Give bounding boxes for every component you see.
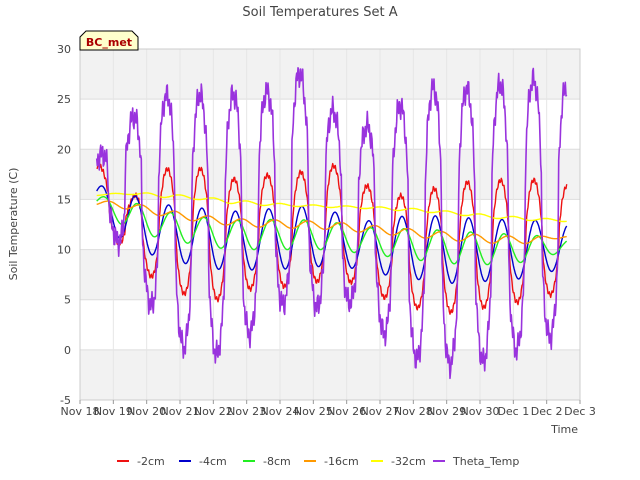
x-tick-label: Nov 21 [161, 405, 200, 418]
y-tick-label: 20 [57, 143, 71, 156]
x-tick-label: Nov 22 [194, 405, 233, 418]
x-tick-label: Dec 2 [531, 405, 563, 418]
x-tick-label: Nov 18 [61, 405, 100, 418]
legend-label: Theta_Temp [452, 455, 519, 468]
y-axis-ticks: -5 0 5 10 15 20 25 30 [57, 43, 71, 407]
x-tick-label: Nov 25 [294, 405, 333, 418]
y-tick-label: 0 [64, 344, 71, 357]
legend-label: -16cm [324, 455, 359, 468]
legend-label: -2cm [137, 455, 165, 468]
badge-label: BC_met [86, 36, 132, 49]
series-line-thetatemp [95, 67, 568, 380]
legend-label: -32cm [391, 455, 426, 468]
legend-label: -4cm [199, 455, 227, 468]
x-tick-label: Dec 3 [564, 405, 596, 418]
background-band [80, 249, 580, 300]
x-tick-label: Nov 27 [361, 405, 400, 418]
plot-background-bands [80, 49, 580, 400]
station-badge: BC_met [79, 30, 139, 51]
badge-shape [79, 30, 139, 51]
x-tick-label: Nov 29 [427, 405, 466, 418]
x-tick-label: Nov 23 [227, 405, 266, 418]
chart-title: Soil Temperatures Set A [242, 5, 397, 20]
y-tick-label: 15 [57, 193, 71, 206]
x-tick-label: Nov 20 [127, 405, 166, 418]
x-tick-label: Nov 30 [461, 405, 500, 418]
y-tick-label: 10 [57, 244, 71, 257]
y-tick-label: 5 [64, 294, 71, 307]
y-axis-label: Soil Temperature (C) [7, 168, 20, 281]
legend: -2cm -4cm -8cm -16cm -32cm Theta_Temp [117, 455, 519, 468]
x-axis-label: Time [550, 423, 578, 436]
x-tick-label: Dec 1 [497, 405, 529, 418]
x-tick-label: Nov 28 [394, 405, 433, 418]
x-tick-label: Nov 24 [261, 405, 300, 418]
y-tick-label: 25 [57, 93, 71, 106]
y-tick-label: 30 [57, 43, 71, 56]
y-tick-label: -5 [60, 394, 71, 407]
legend-label: -8cm [263, 455, 291, 468]
x-tick-label: Nov 19 [94, 405, 133, 418]
x-tick-label: Nov 26 [327, 405, 366, 418]
plot-frame [79, 48, 581, 401]
series-lines [95, 67, 568, 380]
background-band [80, 49, 580, 100]
background-band [80, 349, 580, 400]
